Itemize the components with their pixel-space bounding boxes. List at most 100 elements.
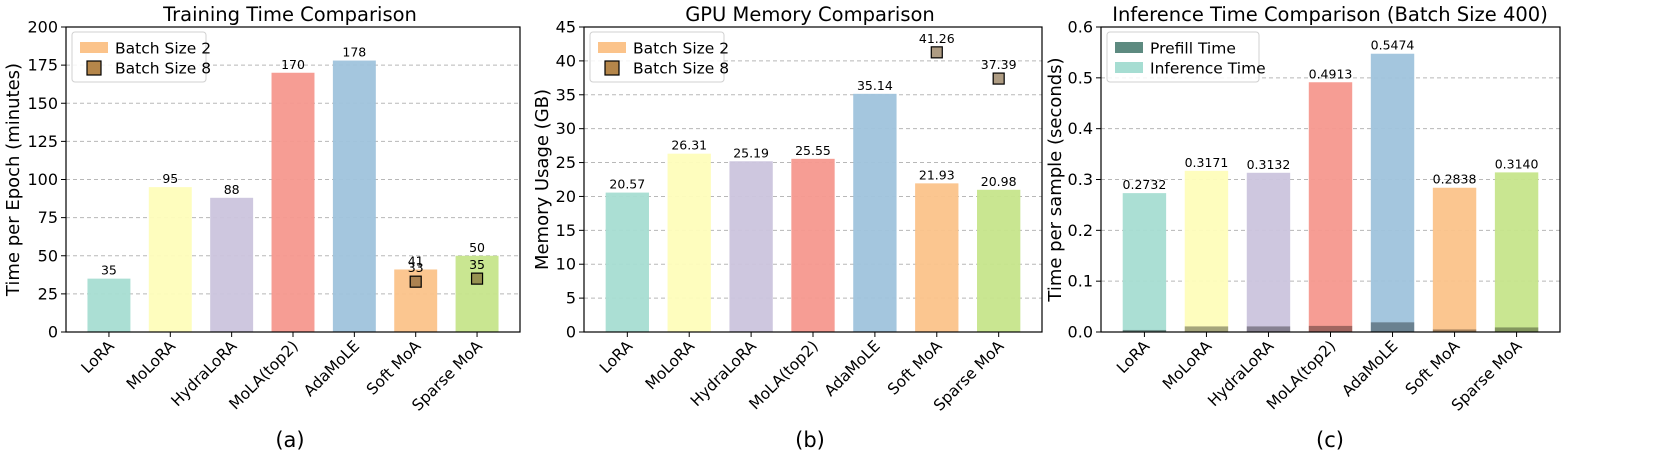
bar-value-label: 0.4913 [1309, 66, 1353, 81]
panel-label: (c) [1316, 428, 1344, 452]
marker-value-label: 41.26 [919, 31, 955, 46]
legend-swatch [598, 42, 626, 53]
legend-label: Inference Time [1150, 60, 1266, 78]
xtick-label: MoLoRA [123, 337, 179, 393]
y-axis-label: Time per Epoch (minutes) [3, 63, 24, 297]
chart-panel-3: 0.2732 0.3171 0.3132 0.4913 0.5474 0.2838 0.31… [1045, 3, 1561, 452]
ytick-label: 0.1 [1068, 272, 1093, 291]
ytick-label: 0.0 [1068, 323, 1093, 342]
prefill-bar [1432, 329, 1477, 332]
bar-mola-top2- [791, 158, 835, 332]
ytick-label: 200 [27, 18, 58, 37]
bar-value-label: 50 [469, 240, 485, 255]
bar-value-label: 35 [101, 263, 117, 278]
prefill-bar [1308, 325, 1353, 332]
ytick-label: 75 [38, 208, 58, 227]
bar-value-label: 25.55 [795, 143, 831, 158]
batch8-marker [930, 46, 943, 59]
ytick-label: 20 [556, 187, 576, 206]
legend-swatch [1115, 62, 1143, 73]
xtick-label: LoRA [78, 337, 118, 377]
ytick-label: 25 [556, 153, 576, 172]
ytick-label: 0.4 [1068, 119, 1093, 138]
bar-hydralora [729, 161, 773, 332]
legend-label: Batch Size 2 [115, 40, 211, 58]
panel-label: (b) [795, 428, 825, 452]
bar-value-label: 95 [162, 171, 178, 186]
legend-label: Batch Size 2 [633, 40, 729, 58]
legend-swatch [1115, 42, 1143, 53]
ytick-label: 25 [38, 284, 58, 303]
chart-title: GPU Memory Comparison [685, 3, 935, 26]
ytick-label: 15 [556, 221, 576, 240]
bar-value-label: 0.2732 [1123, 177, 1167, 192]
ytick-label: 10 [556, 255, 576, 274]
prefill-bar [1494, 327, 1539, 332]
bar-value-label: 25.19 [733, 145, 769, 160]
bar-soft-moa [915, 183, 959, 332]
prefill-bar [1246, 326, 1291, 332]
bar-value-label: 0.5474 [1371, 38, 1415, 53]
bar-value-label: 0.3132 [1247, 157, 1291, 172]
legend-label: Batch Size 8 [633, 60, 729, 78]
xtick-label: MoLoRA [1159, 337, 1215, 393]
xtick-label: Soft MoA [884, 337, 946, 399]
legend-swatch [86, 60, 102, 76]
legend: Prefill Time Inference Time [1106, 31, 1266, 83]
ytick-label: 150 [27, 94, 58, 113]
legend-swatch [80, 42, 108, 53]
ytick-label: 0.6 [1068, 18, 1093, 37]
y-axis-label: Time per sample (seconds) [1045, 57, 1066, 302]
bar-lora [1122, 193, 1167, 332]
ytick-label: 0.3 [1068, 170, 1093, 189]
bar-sparse-moa [1494, 172, 1539, 332]
bar-value-label: 41 [408, 253, 424, 268]
bar-lora [87, 278, 131, 332]
prefill-bar [1184, 326, 1229, 332]
bar-value-label: 20.57 [609, 177, 645, 192]
bar-molora [1184, 170, 1229, 332]
legend: Batch Size 2 Batch Size 8 [589, 31, 729, 83]
xtick-label: AdaMoLE [300, 337, 363, 400]
ytick-label: 40 [556, 51, 576, 70]
bar-value-label: 88 [224, 182, 240, 197]
legend: Batch Size 2 Batch Size 8 [71, 31, 211, 83]
ytick-label: 0 [566, 323, 576, 342]
xtick-label: Soft MoA [363, 337, 425, 399]
bar-value-label: 170 [281, 57, 305, 72]
batch8-marker [409, 275, 422, 288]
chart-title: Inference Time Comparison (Batch Size 40… [1112, 3, 1548, 26]
ytick-label: 5 [566, 289, 576, 308]
bar-adamole [853, 93, 897, 332]
ytick-label: 175 [27, 56, 58, 75]
panel-label: (a) [275, 428, 304, 452]
bar-hydralora [1246, 172, 1291, 332]
bar-sparse-moa [455, 255, 499, 332]
chart-panel-1: 35 95 88 170 178 41 50 33 35 0 25 50 75 100 125 150 175 2… [3, 3, 521, 452]
ytick-label: 0.2 [1068, 221, 1093, 240]
bar-adamole [1370, 53, 1415, 332]
marker-value-label: 33 [408, 260, 424, 275]
bar-sparse-moa [977, 189, 1021, 332]
legend-label: Batch Size 8 [115, 60, 211, 78]
ytick-label: 100 [27, 170, 58, 189]
bar-value-label: 0.2838 [1433, 172, 1477, 187]
xtick-label: LoRA [1113, 337, 1153, 377]
y-axis-label: Memory Usage (GB) [532, 89, 553, 270]
xtick-label: AdaMoLE [1338, 337, 1401, 400]
xtick-label: LoRA [596, 337, 636, 377]
ytick-label: 0 [48, 323, 58, 342]
bar-hydralora [210, 197, 254, 332]
prefill-bar [1370, 322, 1415, 332]
ytick-label: 35 [556, 85, 576, 104]
marker-value-label: 37.39 [981, 57, 1017, 72]
bar-mola-top2- [1308, 82, 1353, 333]
legend-swatch [604, 60, 620, 76]
chart-title: Training Time Comparison [162, 3, 417, 26]
xtick-label: MoLoRA [642, 337, 698, 393]
bar-molora [148, 187, 192, 332]
chart-panel-2: 20.57 26.31 25.19 25.55 35.14 21.93 20.98 41.26… [532, 3, 1043, 452]
ytick-label: 0.5 [1068, 68, 1093, 87]
bar-molora [667, 153, 711, 332]
legend-frame [1106, 31, 1260, 83]
